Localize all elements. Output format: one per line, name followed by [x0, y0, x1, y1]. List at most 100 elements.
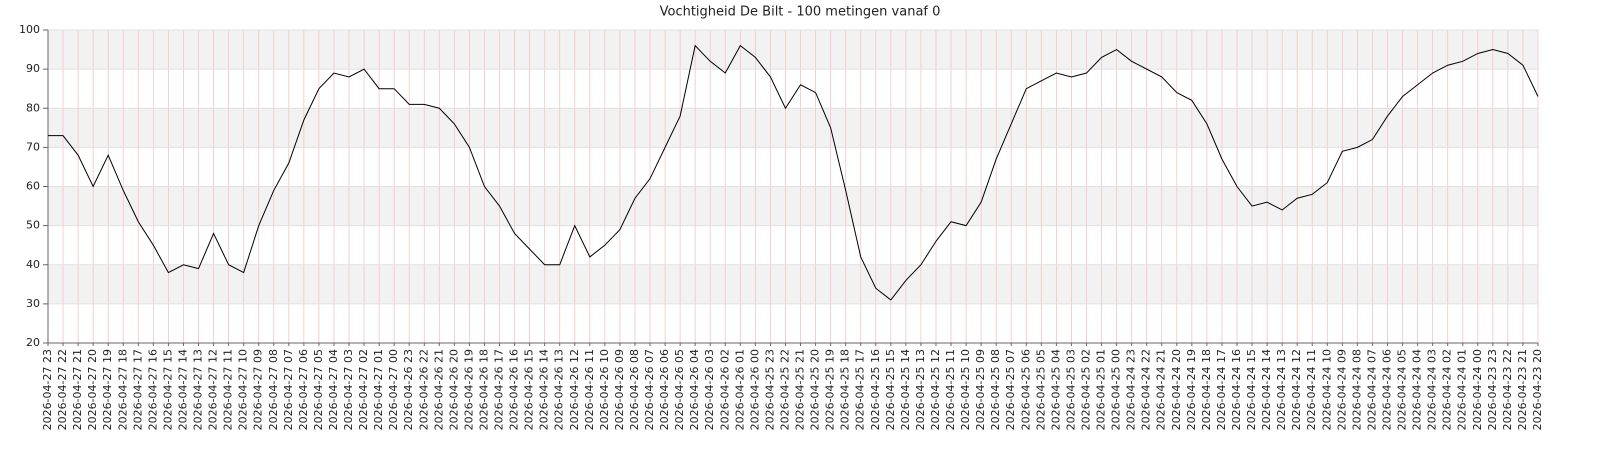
- x-tick-label: 2026-04-25 01: [1095, 349, 1108, 430]
- x-tick-label: 2026-04-25 17: [854, 349, 867, 430]
- x-tick-label: 2026-04-23 20: [1531, 349, 1544, 430]
- x-tick-label: 2026-04-24 15: [1245, 349, 1258, 430]
- grid-band: [48, 30, 1538, 70]
- y-tick-label: 40: [26, 258, 40, 271]
- x-tick-label: 2026-04-24 20: [1170, 349, 1183, 430]
- x-tick-label: 2026-04-27 01: [372, 349, 385, 430]
- x-tick-label: 2026-04-27 19: [101, 349, 114, 430]
- x-tick-label: 2026-04-24 13: [1275, 349, 1288, 430]
- x-tick-label: 2026-04-24 18: [1200, 349, 1213, 430]
- x-tick-label: 2026-04-26 02: [718, 349, 731, 430]
- x-tick-label: 2026-04-24 12: [1290, 349, 1303, 430]
- y-tick-label: 70: [26, 140, 40, 153]
- x-tick-label: 2026-04-24 03: [1426, 349, 1439, 430]
- x-tick-label: 2026-04-26 16: [508, 349, 521, 430]
- x-tick-label: 2026-04-25 12: [929, 349, 942, 430]
- x-tick-label: 2026-04-25 11: [944, 349, 957, 430]
- x-tick-label: 2026-04-24 05: [1396, 349, 1409, 430]
- x-tick-label: 2026-04-24 04: [1411, 349, 1424, 430]
- x-tick-label: 2026-04-25 18: [839, 349, 852, 430]
- x-tick-label: 2026-04-25 09: [974, 349, 987, 430]
- x-tick-label: 2026-04-27 23: [41, 349, 54, 430]
- x-tick-label: 2026-04-26 23: [402, 349, 415, 430]
- x-tick-label: 2026-04-27 03: [342, 349, 355, 430]
- y-tick-label: 60: [26, 180, 40, 193]
- x-tick-label: 2026-04-25 00: [1110, 349, 1123, 430]
- x-tick-label: 2026-04-25 15: [884, 349, 897, 430]
- x-tick-label: 2026-04-25 03: [1064, 349, 1077, 430]
- x-tick-label: 2026-04-26 01: [733, 349, 746, 430]
- x-tick-label: 2026-04-27 18: [116, 349, 129, 430]
- x-tick-label: 2026-04-27 06: [297, 349, 310, 430]
- x-tick-label: 2026-04-25 04: [1049, 349, 1062, 430]
- y-tick-label: 80: [26, 101, 40, 114]
- x-tick-label: 2026-04-25 05: [1034, 349, 1047, 430]
- x-tick-label: 2026-04-27 09: [252, 349, 265, 430]
- x-tick-label: 2026-04-24 22: [1140, 349, 1153, 430]
- x-tick-label: 2026-04-27 12: [207, 349, 220, 430]
- line-series: [48, 44, 1539, 301]
- x-tick-label: 2026-04-26 22: [417, 349, 430, 430]
- x-tick-label: 2026-04-27 21: [71, 349, 84, 430]
- x-tick-label: 2026-04-26 14: [538, 349, 551, 430]
- x-tick-label: 2026-04-25 14: [899, 349, 912, 430]
- x-tick-label: 2026-04-26 08: [628, 349, 641, 430]
- x-tick-label: 2026-04-27 14: [176, 349, 189, 430]
- x-tick-label: 2026-04-25 20: [809, 349, 822, 430]
- x-tick-label: 2026-04-26 05: [673, 349, 686, 430]
- x-tick-label: 2026-04-27 02: [357, 349, 370, 430]
- x-tick-label: 2026-04-23 22: [1501, 349, 1514, 430]
- x-tick-label: 2026-04-26 12: [568, 349, 581, 430]
- x-tick-label: 2026-04-24 07: [1365, 349, 1378, 430]
- x-tick-label: 2026-04-27 04: [327, 349, 340, 430]
- y-tick-label: 90: [26, 62, 40, 75]
- x-tick-label: 2026-04-24 06: [1380, 349, 1393, 430]
- x-tick-label: 2026-04-25 13: [914, 349, 927, 430]
- x-tick-label: 2026-04-27 08: [267, 349, 280, 430]
- x-tick-label: 2026-04-24 16: [1230, 349, 1243, 430]
- x-tick-label: 2026-04-24 10: [1320, 349, 1333, 430]
- x-tick-label: 2026-04-26 15: [523, 349, 536, 430]
- x-tick-label: 2026-04-24 19: [1185, 349, 1198, 430]
- y-tick-label: 100: [19, 23, 40, 36]
- grid-band: [48, 108, 1538, 148]
- x-tick-label: 2026-04-26 18: [477, 349, 490, 430]
- y-tick-label: 20: [26, 336, 40, 349]
- x-tick-label: 2026-04-25 19: [824, 349, 837, 430]
- y-tick-label: 30: [26, 297, 40, 310]
- x-tick-label: 2026-04-26 00: [748, 349, 761, 430]
- x-tick-label: 2026-04-27 10: [237, 349, 250, 430]
- x-tick-label: 2026-04-27 13: [192, 349, 205, 430]
- x-tick-label: 2026-04-26 06: [658, 349, 671, 430]
- x-tick-label: 2026-04-27 05: [312, 349, 325, 430]
- x-tick-label: 2026-04-23 21: [1516, 349, 1529, 430]
- grid-band: [48, 186, 1538, 226]
- chart-title: Vochtigheid De Bilt - 100 metingen vanaf…: [660, 5, 941, 20]
- x-tick-label: 2026-04-24 17: [1215, 349, 1228, 430]
- x-tick-label: 2026-04-26 03: [703, 349, 716, 430]
- x-tick-label: 2026-04-24 21: [1155, 349, 1168, 430]
- x-tick-label: 2026-04-24 01: [1456, 349, 1469, 430]
- grid-band: [48, 264, 1538, 304]
- x-tick-label: 2026-04-26 10: [598, 349, 611, 430]
- y-tick-label: 50: [26, 219, 40, 232]
- x-tick-label: 2026-04-25 08: [989, 349, 1002, 430]
- x-tick-label: 2026-04-25 22: [778, 349, 791, 430]
- x-tick-label: 2026-04-25 06: [1019, 349, 1032, 430]
- x-tick-label: 2026-04-26 21: [432, 349, 445, 430]
- x-tick-label: 2026-04-24 23: [1125, 349, 1138, 430]
- x-tick-label: 2026-04-26 19: [462, 349, 475, 430]
- x-tick-label: 2026-04-25 07: [1004, 349, 1017, 430]
- x-tick-label: 2026-04-25 23: [763, 349, 776, 430]
- x-tick-label: 2026-04-27 17: [131, 349, 144, 430]
- x-tick-label: 2026-04-24 11: [1305, 349, 1318, 430]
- x-tick-label: 2026-04-26 09: [613, 349, 626, 430]
- x-tick-label: 2026-04-27 11: [222, 349, 235, 430]
- x-tick-label: 2026-04-25 10: [959, 349, 972, 430]
- x-tick-label: 2026-04-27 07: [282, 349, 295, 430]
- x-tick-label: 2026-04-24 02: [1441, 349, 1454, 430]
- x-tick-label: 2026-04-27 22: [56, 349, 69, 430]
- x-tick-label: 2026-04-26 07: [643, 349, 656, 430]
- x-tick-label: 2026-04-25 16: [869, 349, 882, 430]
- x-tick-label: 2026-04-26 20: [447, 349, 460, 430]
